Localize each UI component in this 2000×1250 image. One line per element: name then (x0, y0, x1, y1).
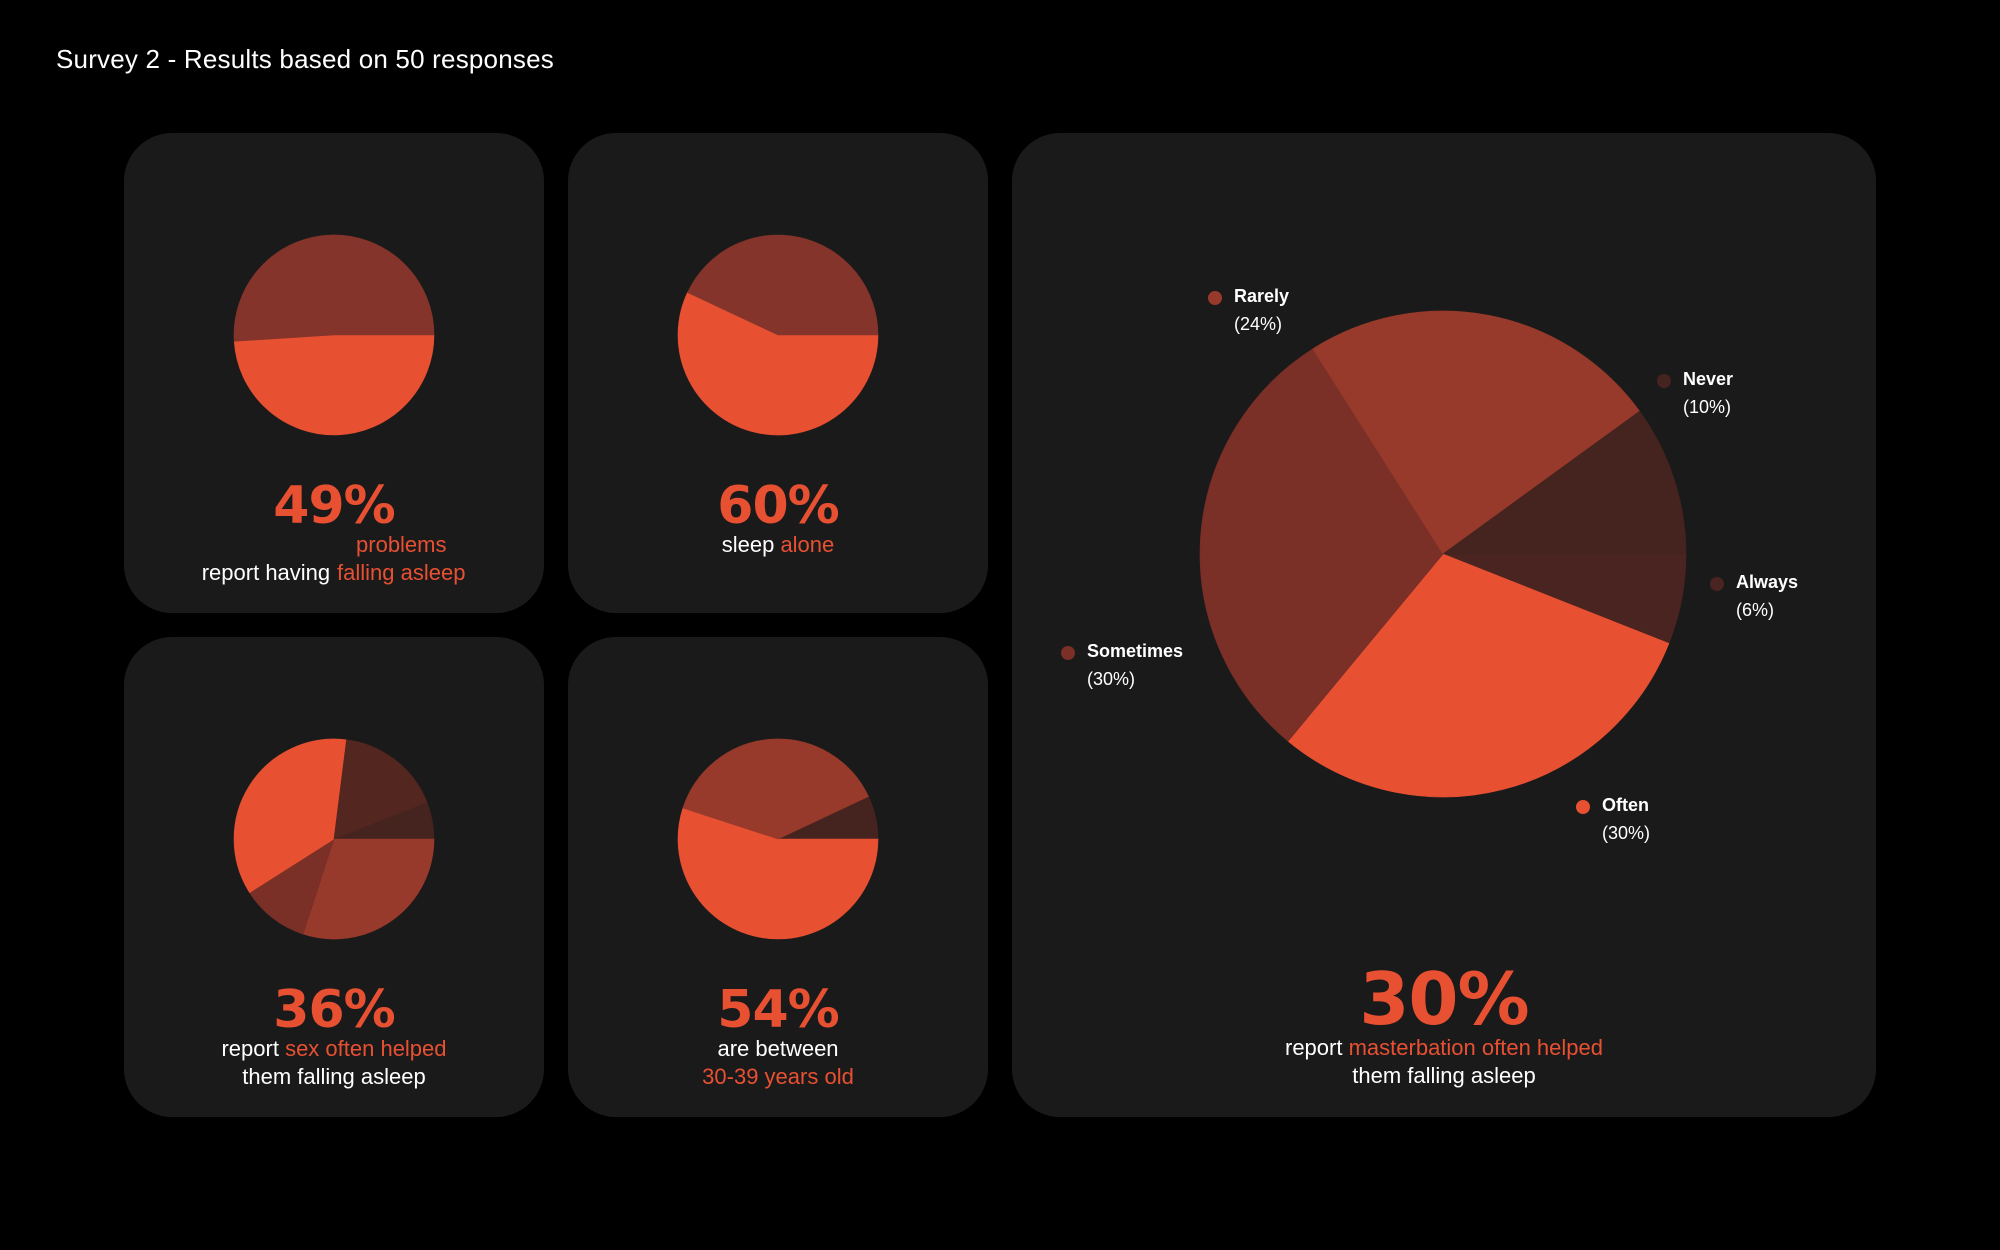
legend-dot (1710, 577, 1724, 591)
stat-percentage: 60% (717, 476, 839, 536)
legend-label: Sometimes (1087, 641, 1184, 661)
pie-chart-sleep-alone (677, 234, 879, 436)
legend-percent: (6%) (1736, 600, 1775, 620)
stat-percentage: 30% (1359, 957, 1529, 1041)
caption-text: report (1285, 1035, 1349, 1060)
card-sleep-alone: 60% sleep alone (568, 133, 988, 613)
stat-caption: are between 30-39 years old (568, 1035, 988, 1091)
pie-slice-never (1442, 410, 1687, 555)
pie-slice-3 (682, 738, 869, 840)
card-sleep-problems: 49% report having problems falling aslee… (124, 133, 544, 613)
caption-text-end: them falling asleep (242, 1064, 426, 1089)
stat-percentage: 54% (717, 980, 839, 1040)
pie-chart-age (677, 738, 879, 940)
caption-highlight: alone (780, 532, 835, 557)
legend-label: Rarely (1234, 286, 1290, 306)
pie-chart-sleep-problems (233, 234, 435, 436)
pie-slice-2 (233, 234, 435, 342)
pie-slice-2 (687, 234, 879, 336)
caption-text-end: them falling asleep (1352, 1063, 1536, 1088)
pie-slice-2 (677, 807, 879, 940)
stat-caption: report sex often helped them falling asl… (124, 1035, 544, 1091)
caption-highlight: masterbation often helped (1348, 1035, 1603, 1060)
caption-text: sleep (721, 532, 781, 557)
pie-slice-3 (249, 838, 335, 935)
stat-percentage: 49% (273, 476, 395, 536)
legend-dot (1208, 291, 1222, 305)
card-age: 54% are between 30-39 years old (568, 637, 988, 1117)
legend-percent: (24%) (1234, 314, 1283, 334)
pie-slice-1 (677, 292, 879, 436)
stat-percentage: 36% (273, 980, 395, 1040)
legend-percent: (30%) (1087, 669, 1136, 689)
caption-highlight: 30-39 years old (702, 1064, 854, 1089)
pie-slice-often (1287, 553, 1670, 798)
legend-label: Always (1736, 572, 1799, 592)
legend-percent: (10%) (1683, 397, 1732, 417)
caption-text: report (221, 1036, 286, 1061)
card-sex-helped: 36% report sex often helped them falling… (124, 637, 544, 1117)
pie-chart-sex-helped (233, 738, 435, 940)
pie-slice-1 (233, 334, 435, 436)
pie-slice-4 (233, 738, 347, 893)
legend-label: Often (1602, 795, 1649, 815)
legend-dot (1576, 800, 1590, 814)
stat-caption: sleep alone (568, 531, 988, 559)
stat-caption: report having problems falling asleep (124, 531, 544, 587)
legend-percent: (30%) (1602, 823, 1651, 843)
pie-slice-5 (333, 739, 428, 840)
card-masturbation: Rarely (24%) Never (10%) Always (6%) Som… (1012, 133, 1876, 1117)
pie-slice-sometimes (1199, 348, 1444, 742)
caption-highlight: problems falling asleep (337, 532, 466, 585)
legend-label: Never (1683, 369, 1734, 389)
legend-dot (1657, 374, 1671, 388)
legend-dot (1061, 646, 1075, 660)
page-title: Survey 2 - Results based on 50 responses (56, 44, 554, 74)
pie-chart-masturbation (1199, 310, 1687, 798)
caption-text: are between (717, 1036, 839, 1061)
pie-slice-2 (302, 838, 435, 940)
pie-slice-rarely (1312, 310, 1641, 555)
caption-text: report having (201, 560, 337, 585)
caption-highlight: sex often helped (285, 1036, 447, 1061)
stat-caption: report masterbation often helped them fa… (1012, 1034, 1876, 1090)
